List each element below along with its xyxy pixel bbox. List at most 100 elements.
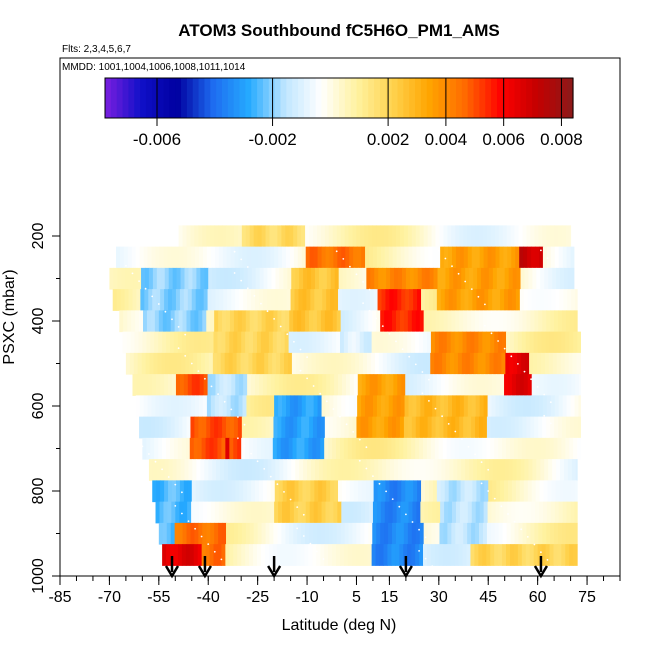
heatmap-cell — [528, 459, 533, 481]
heatmap-cell — [384, 246, 390, 269]
colorbar-segment — [467, 78, 475, 118]
track-dot — [154, 460, 157, 463]
heatmap-cell — [181, 331, 187, 354]
heatmap-cell — [233, 437, 238, 460]
heatmap-cell — [148, 289, 153, 311]
heatmap-cell — [459, 395, 465, 418]
heatmap-cell — [128, 289, 133, 311]
heatmap-cell — [327, 352, 332, 375]
heatmap-cell — [308, 331, 313, 354]
heatmap-cell — [226, 416, 231, 439]
heatmap-cell — [450, 437, 456, 460]
heatmap-cell — [168, 267, 174, 290]
heatmap-cell — [205, 331, 211, 354]
heatmap-cell — [530, 522, 535, 545]
heatmap-cell — [131, 310, 136, 333]
heatmap-cell — [403, 310, 409, 333]
colorbar-segment — [438, 78, 445, 118]
heatmap-cell — [181, 352, 186, 375]
heatmap-cell — [569, 522, 575, 545]
heatmap-cell — [490, 225, 496, 248]
heatmap-cell — [239, 459, 245, 481]
heatmap-cell — [329, 395, 334, 418]
heatmap-cell — [347, 544, 353, 566]
heatmap-cell — [502, 437, 507, 460]
heatmap-cell — [448, 501, 453, 524]
heatmap-cell — [353, 374, 359, 396]
colorbar-segment — [268, 78, 276, 118]
heatmap-cell — [451, 310, 456, 333]
heatmap-cell — [295, 352, 301, 375]
heatmap-cell — [455, 395, 461, 418]
heatmap-cell — [522, 225, 527, 248]
heatmap-cell — [445, 267, 450, 290]
heatmap-cell — [183, 480, 189, 503]
heatmap-cell — [382, 267, 387, 290]
heatmap-cell — [351, 437, 357, 460]
heatmap-cell — [381, 289, 386, 311]
heatmap-cell — [304, 437, 309, 460]
heatmap-cell — [219, 374, 224, 396]
heatmap-cell — [220, 267, 225, 290]
heatmap-cell — [336, 544, 341, 566]
track-dot — [434, 407, 437, 410]
heatmap-cell — [259, 267, 265, 290]
heatmap-cell — [424, 501, 429, 524]
heatmap-cell — [391, 544, 396, 566]
colorbar-segment — [356, 78, 363, 118]
heatmap-cell — [324, 416, 330, 439]
heatmap-cell — [490, 437, 495, 460]
heatmap-cell — [257, 416, 263, 439]
heatmap-cell — [351, 352, 356, 375]
track-dot — [388, 332, 391, 335]
heatmap-cell — [255, 480, 260, 503]
heatmap-cell — [442, 331, 448, 354]
heatmap-cell — [175, 374, 181, 396]
heatmap-cell — [158, 437, 163, 460]
track-dot — [474, 453, 476, 456]
heatmap-cell — [533, 352, 538, 375]
heatmap-cell — [421, 289, 426, 311]
heatmap-cell — [369, 480, 375, 503]
colorbar-segment — [339, 78, 346, 118]
heatmap-cell — [508, 267, 514, 290]
heatmap-cell — [498, 416, 504, 439]
heatmap-cell — [345, 501, 350, 524]
heatmap-cell — [206, 522, 211, 545]
heatmap-cell — [297, 225, 302, 248]
heatmap-cell — [433, 459, 438, 481]
heatmap-cell — [197, 352, 202, 375]
track-dot — [197, 370, 200, 372]
heatmap-cell — [411, 437, 416, 460]
heatmap-cell — [560, 352, 566, 375]
heatmap-cell — [550, 246, 556, 269]
heatmap-cell — [463, 501, 469, 524]
heatmap-cell — [305, 246, 311, 269]
heatmap-cell — [453, 267, 458, 290]
heatmap-cell — [215, 289, 220, 311]
heatmap-cell — [374, 267, 379, 290]
heatmap-cell — [325, 501, 330, 524]
heatmap-cell — [548, 459, 553, 481]
heatmap-cell — [195, 501, 200, 524]
heatmap-cell — [181, 437, 187, 460]
heatmap-cell — [247, 267, 253, 290]
heatmap-cell — [562, 501, 568, 524]
heatmap-cell — [399, 310, 405, 333]
heatmap-cell — [171, 246, 176, 269]
heatmap-cell — [482, 544, 487, 566]
heatmap-cell — [357, 395, 362, 418]
heatmap-cell — [420, 501, 425, 524]
heatmap-cell — [258, 289, 264, 311]
heatmap-cell — [190, 416, 195, 439]
heatmap-cell — [306, 289, 311, 311]
heatmap-cell — [522, 416, 527, 439]
heatmap-cell — [411, 544, 416, 566]
heatmap-cell — [544, 459, 549, 481]
track-dot — [411, 521, 414, 523]
heatmap-cell — [517, 331, 523, 354]
heatmap-cell — [113, 267, 118, 290]
track-dot — [520, 528, 523, 531]
heatmap-cell — [451, 416, 456, 439]
